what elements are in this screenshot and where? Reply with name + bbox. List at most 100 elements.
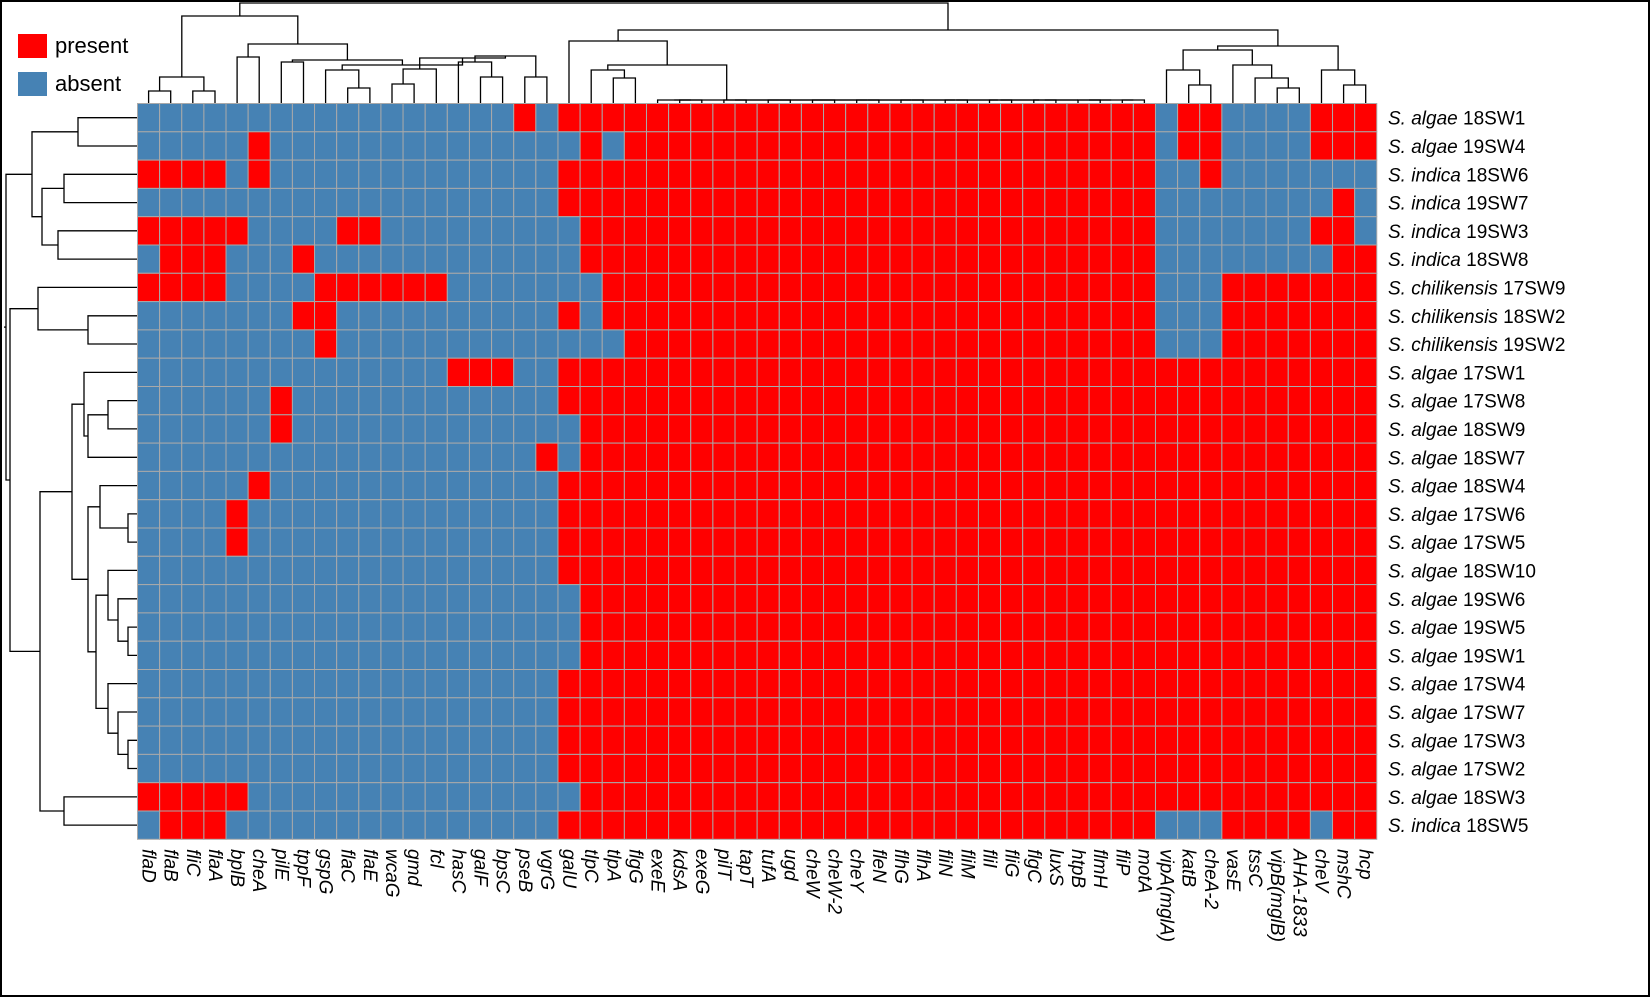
heatmap-cell [668,103,692,133]
heatmap-cell [778,725,802,755]
heatmap-cell [690,470,714,501]
heatmap-cell [601,697,625,727]
heatmap-cell [1088,329,1112,359]
heatmap-cell [756,753,780,784]
heatmap-cell [601,244,625,274]
heatmap-cell [778,640,802,671]
heatmap-cell [159,329,183,359]
heatmap-cell [712,725,736,755]
column-label: flaD [138,849,159,883]
heatmap-cell [424,555,448,586]
heatmap-cell [734,159,758,189]
heatmap-cell [181,782,205,812]
legend-absent-swatch [18,72,47,96]
dendrogram-branch [568,40,668,103]
heatmap-cell [800,329,825,359]
heatmap-cell [756,187,780,218]
heatmap-cell [845,499,869,529]
heatmap-cell [1177,669,1201,699]
heatmap-cell [823,470,847,501]
heatmap-cell [1287,414,1311,444]
heatmap-cell [137,470,161,501]
heatmap-cell [800,527,825,557]
heatmap-cell [1354,131,1378,161]
heatmap-cell [800,584,825,614]
heatmap-cell [1022,272,1046,303]
heatmap-cell [1265,810,1289,840]
row-label: S. indica 18SW5 [1388,816,1528,837]
heatmap-cell [1044,272,1068,303]
heatmap-cell [225,499,249,529]
dendrogram-branch [239,2,949,30]
column-label: tapT [735,849,756,888]
heatmap-cell [1309,527,1334,557]
heatmap-cell [601,499,625,529]
heatmap-cell [291,527,316,557]
dendrogram-branch [1121,99,1146,103]
heatmap-cell [137,725,161,755]
heatmap-cell [601,386,625,416]
heatmap-cell [1199,159,1223,189]
column-label: tssC [1244,849,1265,887]
heatmap-cell [535,244,559,274]
heatmap-cell [933,442,957,472]
heatmap-cell [380,555,404,586]
heatmap-cell [446,697,470,727]
heatmap-cell [491,131,515,161]
column-label: vgrG [536,849,557,890]
heatmap-cell [291,244,316,274]
heatmap-cell [690,782,714,812]
heatmap-cell [513,697,537,727]
heatmap-cell [402,442,426,472]
column-label: mshC [1333,849,1354,899]
heatmap-cell [601,357,625,388]
heatmap-cell [468,782,493,812]
heatmap-cell [424,131,448,161]
heatmap-cell [1132,216,1156,246]
heatmap-cell [336,810,360,840]
heatmap-cell [402,555,426,586]
heatmap-cell [468,357,493,388]
heatmap-cell [181,187,205,218]
dendrogram-branch [1165,69,1201,103]
row-label: S. chilikensis 18SW2 [1388,307,1565,328]
heatmap-cell [314,272,338,303]
heatmap-cell [1022,216,1046,246]
heatmap-cell [712,612,736,642]
heatmap-cell [402,782,426,812]
heatmap-cell [911,697,935,727]
heatmap-cell [1132,103,1156,133]
heatmap-cell [1000,187,1024,218]
heatmap-cell [1044,527,1068,557]
heatmap-cell [269,442,293,472]
heatmap-cell [1199,470,1223,501]
heatmap-cell [1110,131,1134,161]
heatmap-cell [1332,640,1356,671]
heatmap-cell [424,499,448,529]
row-dendrogram [4,117,137,826]
heatmap-cell [1354,782,1378,812]
heatmap-cell [225,301,249,331]
heatmap-cell [291,442,316,472]
dendrogram-branch [192,90,216,103]
heatmap-cell [1221,103,1245,133]
heatmap-cell [734,584,758,614]
heatmap-cell [247,470,271,501]
heatmap-cell [358,386,382,416]
heatmap-cell [247,131,271,161]
heatmap-cell [734,669,758,699]
heatmap-cell [1132,612,1156,642]
heatmap-cell [845,584,869,614]
heatmap-cell [203,470,227,501]
heatmap-cell [911,386,935,416]
heatmap-cell [1199,103,1223,133]
heatmap-cell [645,640,670,671]
dendrogram-branch [147,90,172,103]
heatmap-cell [867,669,891,699]
heatmap-cell [823,499,847,529]
heatmap-cell [645,357,670,388]
heatmap-cell [1177,527,1201,557]
heatmap-cell [601,159,625,189]
heatmap-cell [1044,414,1068,444]
heatmap-cell [977,414,1002,444]
